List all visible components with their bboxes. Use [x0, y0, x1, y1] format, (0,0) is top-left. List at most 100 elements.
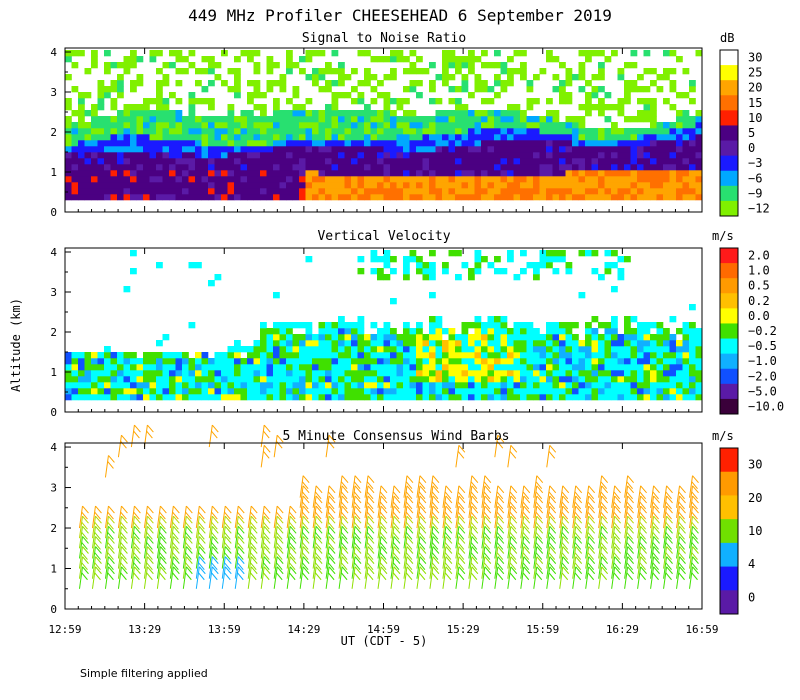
wind-barb-flag — [613, 531, 621, 540]
velocity-cell — [468, 268, 475, 275]
velocity-cell — [637, 364, 644, 371]
snr-cell — [240, 50, 248, 57]
velocity-cell — [377, 274, 384, 281]
snr-cell — [266, 128, 274, 135]
wind-barb-flag — [691, 491, 698, 500]
snr-cell — [559, 146, 566, 153]
snr-cell — [104, 140, 111, 147]
velocity-cell — [273, 364, 280, 371]
velocity-cell — [279, 394, 287, 401]
snr-cell — [370, 152, 378, 159]
snr-cell — [240, 146, 248, 153]
velocity-cell — [253, 370, 261, 377]
wind-barb-flag — [276, 566, 284, 575]
snr-cell — [292, 182, 300, 189]
snr-cell — [663, 158, 670, 165]
snr-cell — [312, 182, 319, 189]
colorbar-label: 1.0 — [748, 264, 770, 278]
snr-cell — [643, 86, 651, 93]
wind-barb-flag — [548, 562, 556, 570]
velocity-cell — [448, 328, 456, 335]
snr-cell — [598, 194, 605, 201]
wind-barb — [546, 495, 551, 518]
velocity-cell — [292, 382, 300, 389]
snr-cell — [546, 122, 553, 129]
snr-cell — [182, 164, 189, 171]
velocity-cell — [227, 352, 235, 359]
snr-cell — [533, 194, 540, 201]
wind-barb-flag — [250, 531, 257, 540]
wind-barb-flag — [522, 552, 530, 560]
snr-cell — [689, 182, 696, 189]
snr-cell — [403, 116, 410, 123]
snr-cell — [572, 146, 579, 153]
snr-cell — [78, 146, 85, 153]
snr-cell — [169, 140, 176, 147]
wind-barb-flag — [640, 485, 647, 494]
velocity-cell — [104, 352, 111, 359]
velocity-cell — [461, 262, 469, 269]
snr-cell — [286, 50, 293, 57]
velocity-cell — [286, 388, 293, 395]
velocity-cell — [318, 370, 326, 377]
snr-cell — [292, 188, 300, 195]
wind-barb-flag — [522, 542, 530, 550]
wind-barb-flag — [431, 562, 439, 570]
snr-cell — [162, 116, 170, 123]
velocity-cell — [546, 262, 553, 269]
velocity-cell — [422, 352, 430, 359]
wind-barb-flag — [354, 485, 362, 494]
snr-cell — [565, 164, 573, 171]
snr-cell — [117, 74, 124, 81]
wind-barb-flag — [496, 552, 504, 560]
snr-cell — [286, 134, 293, 141]
snr-cell — [442, 164, 449, 171]
velocity-cell — [520, 394, 527, 401]
snr-cell — [481, 176, 488, 183]
wind-barb-flag — [444, 562, 452, 570]
velocity-cell — [377, 352, 384, 359]
snr-cell — [461, 122, 469, 129]
velocity-cell — [507, 364, 514, 371]
snr-cell — [370, 98, 378, 105]
wind-barb-flag — [82, 536, 89, 544]
wind-barb-flag — [653, 515, 660, 524]
snr-cell — [195, 140, 202, 147]
snr-cell — [487, 122, 495, 129]
snr-cell — [91, 116, 98, 123]
snr-cell — [611, 128, 618, 135]
snr-cell — [416, 116, 423, 123]
velocity-cell — [604, 340, 612, 347]
snr-cell — [591, 104, 599, 111]
snr-cell — [526, 122, 534, 129]
snr-cell — [273, 122, 280, 129]
snr-cell — [188, 128, 196, 135]
wind-barb-flag — [275, 521, 283, 530]
wind-barb — [221, 546, 226, 569]
wind-barb — [520, 516, 525, 539]
snr-cell — [481, 62, 488, 69]
wind-barb-flag — [289, 566, 297, 575]
velocity-heatmap — [65, 250, 703, 401]
snr-cell — [409, 140, 417, 147]
snr-cell — [448, 176, 456, 183]
velocity-cell — [429, 358, 436, 365]
wind-barb — [416, 526, 421, 549]
velocity-cell — [513, 346, 521, 353]
snr-cell — [468, 62, 475, 69]
colorbar-swatch — [720, 248, 738, 264]
snr-cell — [188, 92, 196, 99]
velocity-cell — [435, 382, 443, 389]
snr-cell — [383, 146, 391, 153]
wind-barb — [598, 475, 603, 498]
wind-barb-flag — [496, 531, 504, 540]
velocity-cell — [247, 352, 254, 359]
velocity-cell — [481, 382, 488, 389]
velocity-cell — [338, 346, 345, 353]
velocity-cell — [247, 346, 254, 353]
colorbar-swatch — [720, 398, 738, 415]
wind-barb-flag — [419, 495, 427, 504]
wind-barb-flag — [354, 515, 362, 524]
wind-barb-flag — [250, 525, 258, 534]
wind-barb-flag — [250, 505, 258, 514]
